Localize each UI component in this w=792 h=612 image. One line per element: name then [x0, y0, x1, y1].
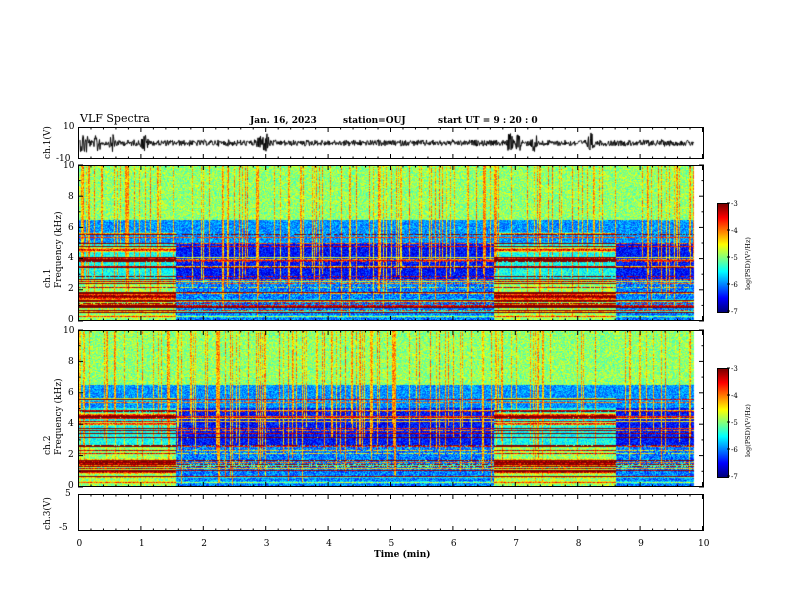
- ch1-ytick-bottom: -10: [56, 154, 71, 164]
- frequency-tick-label: 6: [68, 388, 74, 398]
- time-tick-label: 6: [450, 539, 457, 549]
- time-tick-label: 9: [638, 539, 644, 549]
- colorbar-tick-label: -7: [731, 473, 738, 481]
- ch1-waveform-trace: [79, 128, 703, 158]
- frequency-tick-label: 0: [68, 315, 74, 325]
- colorbar-tick-label: -5: [731, 254, 738, 262]
- frequency-tick-label: 6: [68, 222, 74, 233]
- time-tick-label: 5: [388, 539, 395, 549]
- colorbar-tick-label: -4: [731, 392, 738, 400]
- ch1-colorbar: [717, 203, 729, 313]
- frequency-tick-label: 2: [68, 284, 74, 295]
- time-tick-label: 0: [76, 539, 83, 549]
- time-tick-label: 7: [513, 539, 520, 549]
- ch1-spectrogram-panel: [78, 165, 704, 321]
- time-tick-label: 8: [575, 539, 582, 549]
- chart-title: VLF Spectra: [80, 112, 150, 125]
- ch3-waveform-trace: [79, 495, 703, 530]
- ch1-ytick-top: 10: [63, 122, 75, 132]
- ch2-colorbar: [717, 368, 729, 478]
- station-label: station=OUJ: [343, 116, 406, 126]
- colorbar-tick-label: -5: [731, 419, 738, 427]
- ch3-ytick-bottom: -5: [59, 523, 68, 533]
- time-tick-label: 4: [326, 539, 332, 549]
- colorbar-tick-label: -4: [731, 227, 738, 235]
- frequency-tick-label: 4: [68, 253, 74, 264]
- frequency-tick-label: 8: [68, 357, 74, 367]
- date-label: Jan. 16, 2023: [250, 116, 317, 126]
- frequency-tick-label: 0: [68, 481, 74, 491]
- colorbar-tick-label: -6: [731, 446, 738, 454]
- ch1-spectrogram-image: [79, 166, 703, 320]
- colorbar-tick-label: -3: [731, 200, 738, 208]
- time-tick-label: 2: [201, 539, 208, 549]
- frequency-tick-label: 2: [68, 450, 74, 460]
- frequency-tick-label: 4: [68, 419, 74, 429]
- time-tick-label: 1: [138, 539, 145, 549]
- frequency-tick-label: 10: [63, 161, 75, 171]
- x-axis-label: Time (min): [374, 550, 431, 560]
- frequency-tick-label: 10: [63, 326, 75, 336]
- time-tick-label: 10: [698, 539, 710, 549]
- ch2-spectrogram-image: [79, 331, 703, 486]
- start-time-label: start UT = 9 : 20 : 0: [438, 116, 538, 126]
- frequency-tick-label: 8: [68, 191, 74, 202]
- colorbar-tick-label: -6: [731, 281, 738, 289]
- colorbar-tick-label: -7: [731, 308, 738, 316]
- colorbar-tick-label: -3: [731, 365, 738, 373]
- time-tick-label: 3: [263, 539, 270, 549]
- ch3-ytick-top: 5: [65, 489, 71, 499]
